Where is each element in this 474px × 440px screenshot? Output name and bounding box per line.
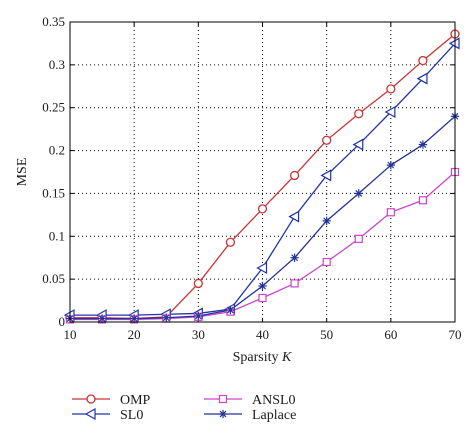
data-point-laplace	[162, 313, 171, 322]
data-point-ansl0	[258, 293, 267, 303]
data-point-laplace	[97, 314, 107, 323]
data-point-laplace	[354, 189, 363, 198]
x-tick-label: 70	[449, 327, 462, 342]
y-tick-label: 0.2	[49, 143, 65, 158]
y-axis-ticks: 0 0.05 0.1 0.15 0.2 0.25 0.3 0.35	[42, 14, 455, 329]
data-point-sl0	[320, 169, 332, 182]
legend-item-ansl0: ANSL0	[204, 393, 296, 408]
data-point-laplace	[290, 253, 299, 262]
x-tick-label: 40	[256, 327, 269, 342]
data-point-omp	[225, 237, 236, 247]
legend-item-sl0: SL0	[72, 407, 143, 423]
legend-item-omp: OMP	[72, 393, 151, 408]
y-tick-label: 0.05	[42, 271, 65, 286]
x-tick-label: 10	[64, 327, 77, 342]
legend-marker-laplace	[218, 409, 228, 419]
data-point-ansl0	[322, 257, 331, 267]
x-tick-label: 20	[128, 327, 141, 342]
data-point-omp	[289, 170, 300, 181]
y-tick-label: 0.3	[49, 57, 65, 72]
data-point-omp	[354, 109, 364, 119]
y-tick-label: 0.35	[42, 14, 65, 29]
data-point-sl0	[416, 72, 428, 85]
data-point-ansl0	[354, 234, 363, 243]
data-point-laplace	[258, 281, 267, 291]
y-tick-label: 0.15	[42, 185, 65, 200]
data-point-ansl0	[290, 279, 299, 288]
data-point-laplace	[194, 311, 203, 321]
legend-label-omp: OMP	[120, 393, 151, 408]
x-tick-label: 50	[320, 327, 333, 342]
data-point-omp	[257, 204, 268, 214]
data-point-laplace	[386, 160, 396, 170]
data-point-omp	[386, 84, 396, 94]
data-point-omp	[193, 278, 203, 289]
plot-frame	[69, 21, 456, 323]
data-point-laplace	[226, 305, 235, 315]
y-axis-title: MSE	[15, 158, 30, 187]
data-point-sl0	[352, 138, 364, 151]
data-point-laplace	[418, 140, 428, 149]
grid-lines	[70, 22, 455, 322]
x-axis-title-main: Sparsity	[233, 350, 282, 365]
data-point-omp	[322, 135, 332, 145]
x-tick-label: 60	[384, 327, 397, 342]
data-point-sl0	[384, 105, 396, 119]
series-markers	[63, 29, 460, 324]
legend-marker-sl0	[84, 407, 96, 421]
x-axis-title: Sparsity K	[233, 350, 292, 365]
x-axis-title-variable: K	[281, 350, 292, 365]
data-point-omp	[418, 55, 428, 66]
x-axis-ticks: 10 20 30 40 50 60 70	[64, 22, 462, 342]
data-point-laplace	[129, 314, 139, 323]
legend-label-ansl0: ANSL0	[252, 393, 296, 408]
y-tick-label: 0	[59, 314, 66, 329]
legend-item-laplace: Laplace	[204, 408, 296, 423]
legend-marker-omp	[86, 394, 96, 404]
plot-background	[70, 22, 455, 322]
data-point-sl0	[288, 210, 300, 223]
legend-label-sl0: SL0	[120, 408, 143, 423]
y-tick-label: 0.25	[42, 100, 65, 115]
data-point-ansl0	[386, 208, 395, 217]
legend-marker-ansl0	[218, 394, 228, 404]
legend-label-laplace: Laplace	[252, 408, 296, 423]
data-point-ansl0	[418, 196, 428, 205]
data-point-laplace	[322, 216, 331, 226]
x-tick-label: 30	[192, 327, 205, 342]
data-point-sl0	[256, 261, 268, 275]
y-tick-label: 0.1	[49, 228, 65, 243]
